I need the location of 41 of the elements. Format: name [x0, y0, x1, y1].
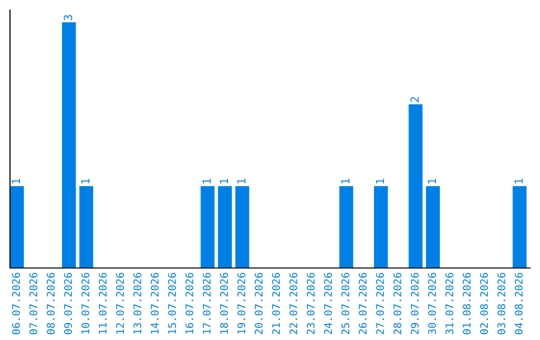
data-label: 1 [220, 178, 228, 184]
x-tick-label: 10.07.2026 [81, 272, 90, 334]
x-tick-label: 11.07.2026 [98, 272, 107, 334]
x-tick-label: 28.07.2026 [393, 272, 402, 334]
x-tick-label: 12.07.2026 [116, 272, 124, 334]
data-label: 1 [341, 178, 350, 184]
x-tick-label: 03.08.2026 [497, 272, 506, 334]
x-tick-label: 04.08.2026 [514, 272, 523, 334]
data-label: 1 [237, 178, 246, 184]
x-tick-label: 18.07.2026 [220, 272, 228, 334]
x-tick-label: 14.07.2026 [150, 272, 159, 334]
x-tick-label: 21.07.2026 [272, 272, 280, 334]
x-tick-label: 20.07.2026 [254, 272, 263, 334]
x-tick-label: 01.08.2026 [462, 272, 471, 334]
x-tick-label: 31.07.2026 [445, 272, 454, 334]
data-label: 1 [514, 178, 523, 184]
data-label: 1 [81, 178, 90, 184]
x-tick-label: 08.07.2026 [46, 272, 55, 334]
x-tick-label: 16.07.2026 [185, 272, 194, 334]
x-tick-label: 30.07.2026 [428, 272, 436, 334]
x-tick-label: 19.07.2026 [237, 272, 246, 334]
data-label: 1 [12, 178, 20, 184]
x-tick-label: 13.07.2026 [133, 272, 142, 334]
data-label: 3 [64, 15, 72, 20]
data-label: 1 [202, 178, 211, 184]
x-tick-label: 27.07.2026 [376, 272, 384, 334]
x-tick-label: 02.08.2026 [480, 272, 488, 334]
x-tick-label: 22.07.2026 [289, 272, 298, 334]
data-label: 1 [376, 178, 384, 184]
x-tick-label: 15.07.2026 [168, 272, 176, 334]
data-label: 2 [410, 97, 419, 102]
x-tick-label: 29.07.2026 [410, 272, 419, 334]
x-tick-label: 07.07.2026 [29, 272, 38, 334]
x-tick-label: 24.07.2026 [324, 272, 332, 334]
data-label: 1 [428, 178, 436, 184]
x-tick-label: 09.07.2026 [64, 272, 72, 334]
x-tick-label: 26.07.2026 [358, 272, 367, 334]
x-tick-label: 23.07.2026 [306, 272, 315, 334]
x-tick-label: 06.07.2026 [12, 272, 20, 334]
x-tick-label: 17.07.2026 [202, 272, 211, 334]
x-tick-label: 25.07.2026 [341, 272, 350, 334]
